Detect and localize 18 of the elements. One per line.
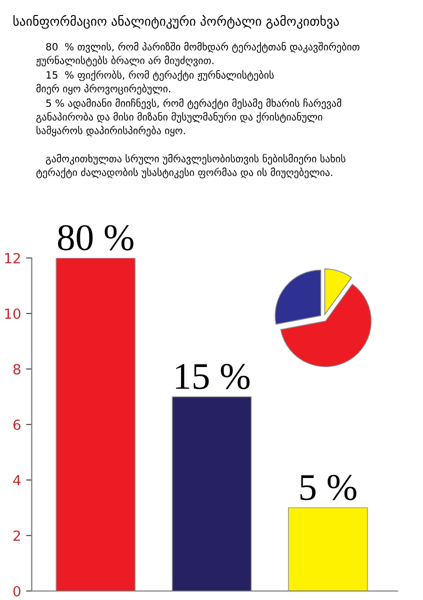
annotation: 80 %	[58, 225, 134, 251]
y-tick-label: 6	[13, 419, 20, 430]
text: გამოკითხულთა სრული უმრავლესობისთვის ნებისმიერი სახის ტერაქტი ძალადობის უსასტიკესი ფორმაა და ის მიუღებელია.	[36, 154, 346, 178]
y-tick-label: 0	[13, 586, 20, 596]
annotation: 5 %	[300, 474, 356, 500]
text: 80 % თვლის, რომ პარიზში მომხდარ ტერაქტთან დაკავშირებით ჟურნალისტებს ბრალი არ მიუძღვით.	[36, 42, 360, 66]
chart-title: საინფორმაციო ანალიტიკური პორტალი გამოკითხვა	[14, 15, 339, 29]
y-tick-label: 12	[5, 252, 20, 264]
y-tick-label: 4	[13, 475, 21, 486]
bar	[288, 507, 368, 591]
bar	[56, 258, 136, 591]
text: 15 % ფიქრობს, რომ ტერაქტი ჟურნალისტების მიერ იყო პროვოცირებული.	[36, 70, 274, 95]
y-tick-label: 8	[13, 364, 20, 374]
annotation: 15 %	[176, 364, 250, 390]
y-tick-label: 2	[13, 530, 20, 541]
text: 5 % ადამიანი მიიჩნევს, რომ ტერაქტი მესამე მხარის ჩარევამ განაპირობა და მისი მიზანი მუსულმანური და ქრისტიანული სამყაროს დაპირისპირება იყო.	[36, 98, 342, 136]
bar	[172, 396, 252, 591]
y-tick-label: 10	[5, 308, 20, 319]
